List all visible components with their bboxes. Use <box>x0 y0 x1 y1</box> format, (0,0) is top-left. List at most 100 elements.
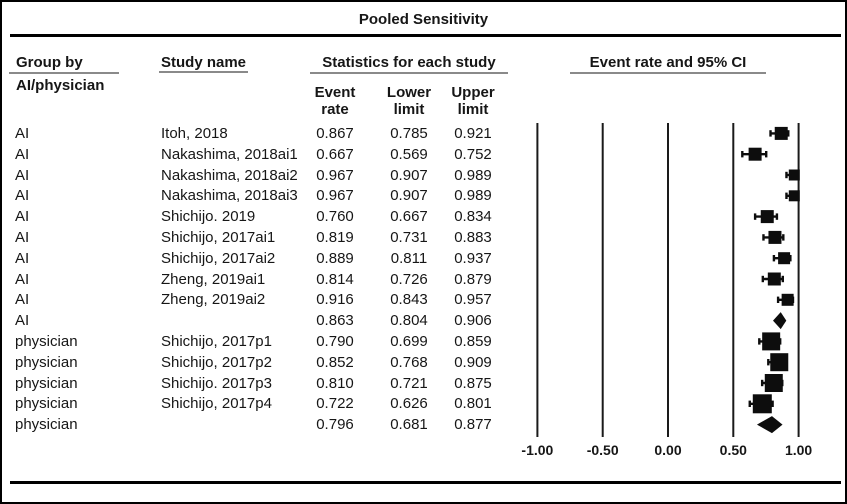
lower-limit-cell: 0.907 <box>390 187 428 205</box>
lower-limit-cell: 0.768 <box>390 353 428 371</box>
table-row: physician Shichijo, 2017p1 0.790 0.699 0.859 <box>2 331 522 352</box>
upper-limit-cell: 0.989 <box>454 187 492 205</box>
point-estimate-square <box>762 332 781 351</box>
upper-limit-cell: 0.801 <box>454 395 492 413</box>
table-row: AI Nakashima, 2018ai1 0.667 0.569 0.752 <box>2 144 522 165</box>
group-cell: AI <box>15 187 30 205</box>
table-row: AI Shichijo, 2017ai1 0.819 0.731 0.883 <box>2 227 522 248</box>
table-row: physician Shichijo, 2017p2 0.852 0.768 0.909 <box>2 352 522 373</box>
group-cell: physician <box>15 395 78 413</box>
event-rate-cell: 0.760 <box>316 208 354 226</box>
study-name-cell: Shichijo, 2017p1 <box>161 333 272 350</box>
point-estimate-square <box>788 169 800 181</box>
event-rate-cell: 0.814 <box>316 270 354 288</box>
event-rate-cell: 0.889 <box>316 249 354 267</box>
point-estimate-square <box>770 353 789 372</box>
study-name-cell: Itoh, 2018 <box>161 125 228 142</box>
column-header-event-rate: Event rate <box>314 84 356 118</box>
table-row: AI Nakashima, 2018ai3 0.967 0.907 0.989 <box>2 185 522 206</box>
lower-limit-cell: 0.721 <box>390 374 428 392</box>
lower-limit-cell: 0.811 <box>390 249 428 267</box>
group-cell: AI <box>15 249 30 267</box>
table-row: AI Zheng, 2019ai2 0.916 0.843 0.957 <box>2 289 522 310</box>
point-estimate-square <box>764 374 783 392</box>
point-estimate-square <box>760 210 774 224</box>
lower-limit-cell: 0.785 <box>390 125 428 142</box>
table-row: physician Shichijo. 2017p3 0.810 0.721 0.875 <box>2 373 522 394</box>
upper-limit-cell: 0.957 <box>454 291 492 309</box>
group-cell: AI <box>15 229 30 246</box>
summary-diamond <box>756 416 783 434</box>
lower-limit-cell: 0.907 <box>390 166 428 184</box>
group-cell: AI <box>15 125 30 142</box>
table-row: AI Itoh, 2018 0.867 0.785 0.921 <box>2 123 522 144</box>
summary-diamond <box>773 312 787 330</box>
upper-limit-cell: 0.752 <box>454 145 492 163</box>
x-axis-tick-label: -1.00 <box>521 442 554 458</box>
column-header-upper-limit: Upper limit <box>451 84 495 118</box>
event-rate-cell: 0.722 <box>316 395 354 413</box>
study-name-cell: Shichijo, 2017p4 <box>161 395 272 413</box>
event-rate-cell: 0.863 <box>316 312 354 330</box>
event-rate-cell: 0.852 <box>316 353 354 371</box>
event-rate-cell: 0.867 <box>316 125 354 142</box>
table-row: AI Shichijo. 2019 0.760 0.667 0.834 <box>2 206 522 227</box>
lower-limit-cell: 0.626 <box>390 395 428 413</box>
upper-limit-cell: 0.875 <box>454 374 492 392</box>
study-name-cell: Shichijo, 2017ai2 <box>161 249 276 267</box>
column-header-event-rate-ci: Event rate and 95% CI <box>570 54 766 74</box>
study-name-cell: Nakashima, 2018ai3 <box>161 187 298 205</box>
page-title: Pooled Sensitivity <box>358 11 489 28</box>
point-estimate-square <box>768 230 782 244</box>
x-axis-tick-label: 1.00 <box>784 442 813 458</box>
point-estimate-square <box>752 394 772 414</box>
table-row: AI Zheng, 2019ai1 0.814 0.726 0.879 <box>2 269 522 290</box>
study-name-cell: Shichijo, 2017p2 <box>161 353 272 371</box>
point-estimate-square <box>748 147 762 161</box>
table-row: AI Shichijo, 2017ai2 0.889 0.811 0.937 <box>2 248 522 269</box>
x-axis-tick-label: -0.50 <box>586 442 619 458</box>
upper-limit-cell: 0.879 <box>454 270 492 288</box>
event-rate-cell: 0.790 <box>316 333 354 350</box>
lower-limit-cell: 0.804 <box>390 312 428 330</box>
lower-limit-cell: 0.843 <box>390 291 428 309</box>
group-cell: physician <box>15 374 78 392</box>
table-row: physician Shichijo, 2017p4 0.722 0.626 0.801 <box>2 393 522 414</box>
lower-limit-cell: 0.699 <box>390 333 428 350</box>
lower-limit-cell: 0.726 <box>390 270 428 288</box>
column-header-lower-limit: Lower limit <box>386 84 432 118</box>
lower-limit-cell: 0.569 <box>390 145 428 163</box>
point-estimate-square <box>781 293 794 306</box>
point-estimate-square <box>774 126 788 140</box>
event-rate-cell: 0.796 <box>316 416 354 434</box>
point-estimate-square <box>788 190 800 202</box>
event-rate-cell: 0.967 <box>316 187 354 205</box>
study-name-cell: Shichijo. 2019 <box>161 208 256 226</box>
upper-limit-cell: 0.989 <box>454 166 492 184</box>
event-rate-cell: 0.967 <box>316 166 354 184</box>
event-rate-cell: 0.916 <box>316 291 354 309</box>
table-row: physician 0.796 0.681 0.877 <box>2 414 522 435</box>
upper-limit-cell: 0.859 <box>454 333 492 350</box>
lower-limit-cell: 0.731 <box>390 229 428 246</box>
group-cell: AI <box>15 145 30 163</box>
study-name-cell: Nakashima, 2018ai2 <box>161 166 298 184</box>
bottom-rule <box>10 481 841 484</box>
upper-limit-cell: 0.909 <box>454 353 492 371</box>
study-name-cell: Zheng, 2019ai2 <box>161 291 266 309</box>
column-header-group-by-sub: AI/physician <box>16 77 105 94</box>
upper-limit-cell: 0.906 <box>454 312 492 330</box>
column-header-group-by: Group by <box>9 54 119 74</box>
study-name-cell: Zheng, 2019ai1 <box>161 270 266 288</box>
upper-limit-cell: 0.937 <box>454 249 492 267</box>
upper-limit-cell: 0.921 <box>454 125 492 142</box>
table-row: AI Nakashima, 2018ai2 0.967 0.907 0.989 <box>2 165 522 186</box>
group-cell: AI <box>15 166 30 184</box>
lower-limit-cell: 0.681 <box>390 416 428 434</box>
event-rate-cell: 0.810 <box>316 374 354 392</box>
point-estimate-square <box>778 252 791 265</box>
study-name-cell: Shichijo, 2017ai1 <box>161 229 276 246</box>
table-row: AI 0.863 0.804 0.906 <box>2 310 522 331</box>
